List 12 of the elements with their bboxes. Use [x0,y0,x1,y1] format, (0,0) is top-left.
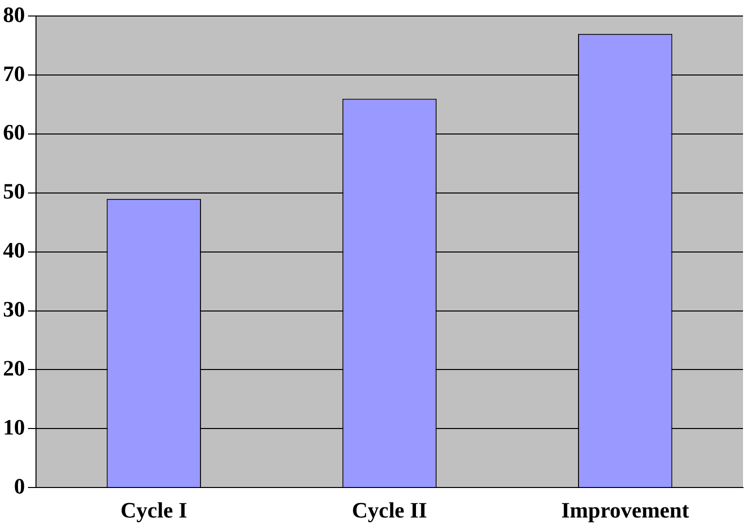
x-tick-label: Cycle I [120,497,188,522]
y-tick-label: 30 [3,296,25,322]
x-tick-label: Cycle II [352,497,428,522]
y-tick-label: 20 [3,355,25,380]
y-tick-label: 0 [14,473,25,498]
y-tick-label: 10 [3,414,25,440]
y-tick-label: 80 [3,2,25,27]
y-tick-label: 70 [3,60,25,86]
y-tick-label: 50 [3,178,25,204]
y-tick-label: 60 [3,120,25,145]
y-tick-label: 40 [3,238,25,263]
x-tick-label: Improvement [561,497,690,522]
